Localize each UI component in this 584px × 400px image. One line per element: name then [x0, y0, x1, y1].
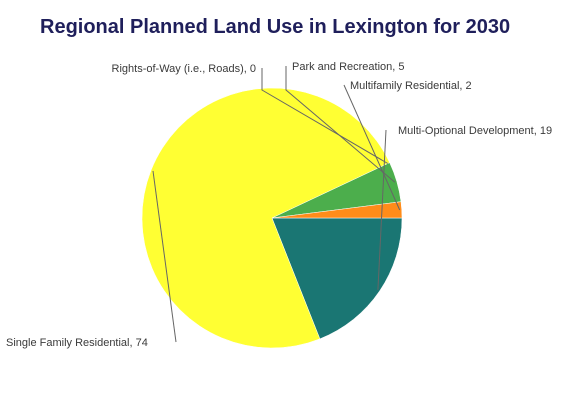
- slice-label: Rights-of-Way (i.e., Roads), 0: [112, 63, 256, 75]
- pie-slice: [271, 201, 403, 219]
- pie-slice: [141, 87, 390, 349]
- leader-line: [261, 68, 389, 164]
- slice-label: Multifamily Residential, 2: [350, 80, 472, 92]
- slice-label: Multi-Optional Development, 19: [398, 125, 552, 137]
- chart-title: Regional Planned Land Use in Lexington f…: [40, 16, 511, 38]
- slice-label: Single Family Residential, 74: [6, 337, 148, 349]
- slice-label: Park and Recreation, 5: [292, 61, 405, 73]
- leader-line: [343, 84, 401, 211]
- leader-line: [285, 66, 396, 183]
- leader-line: [152, 170, 177, 343]
- leader-line: [377, 129, 387, 290]
- pie-slice: [271, 217, 403, 340]
